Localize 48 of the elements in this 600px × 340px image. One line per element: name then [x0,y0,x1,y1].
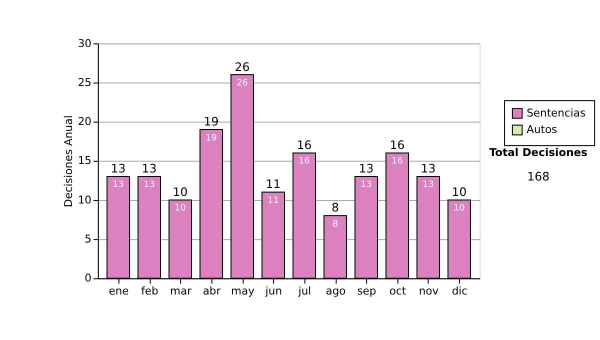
y-tick-label: 30 [78,36,92,50]
data-label: 10 [174,204,186,214]
x-tick-label: abr [202,284,222,298]
data-label: 11 [268,196,279,206]
y-tick-label: 10 [78,193,92,206]
total-label: 16 [296,138,312,152]
x-tick-label: ago [326,284,346,298]
data-label: 13 [112,180,124,190]
total-label: 13 [358,162,374,176]
x-tick-label: feb [141,284,159,298]
data-label: 8 [332,219,338,230]
total-label: 13 [420,162,436,176]
legend-label: Autos [526,122,558,136]
data-label: 16 [392,156,404,167]
data-label: 19 [206,133,217,144]
x-tick-label: jun [264,284,282,298]
total-label: 19 [204,114,219,129]
total-label: 10 [452,185,467,200]
data-label: 13 [144,180,155,190]
x-tick-label: sep [357,284,376,298]
total-label: 10 [172,185,188,200]
data-label: 13 [360,180,372,190]
y-tick-label: 0 [84,272,92,285]
x-tick-label: ene [108,284,130,298]
data-label: 13 [422,180,434,190]
data-label: 16 [298,156,310,167]
text: Total Decisiones [489,146,588,159]
x-tick-label: oct [389,284,406,298]
total-label: 26 [234,60,250,74]
data-label: 10 [454,204,466,214]
total-label: 13 [110,162,126,176]
total-label: 11 [266,177,281,192]
y-axis-title: Decisiones Anual [62,115,75,208]
x-tick-label: nov [418,284,440,298]
y-tick-label: 25 [78,76,92,89]
x-tick-label: jul [297,284,312,298]
x-tick-label: mar [170,284,192,298]
total-label: 16 [390,138,405,152]
y-tick-label: 5 [84,232,92,246]
x-tick-label: may [231,284,256,298]
total-label: 13 [142,162,157,176]
total-label: 8 [332,200,339,215]
text: 168 [527,169,550,184]
legend-label: Sentencias [526,106,586,120]
y-tick-label: 20 [78,115,92,128]
data-label: 26 [236,78,248,88]
x-tick-label: dic [452,284,468,298]
y-tick-label: 15 [78,154,92,168]
